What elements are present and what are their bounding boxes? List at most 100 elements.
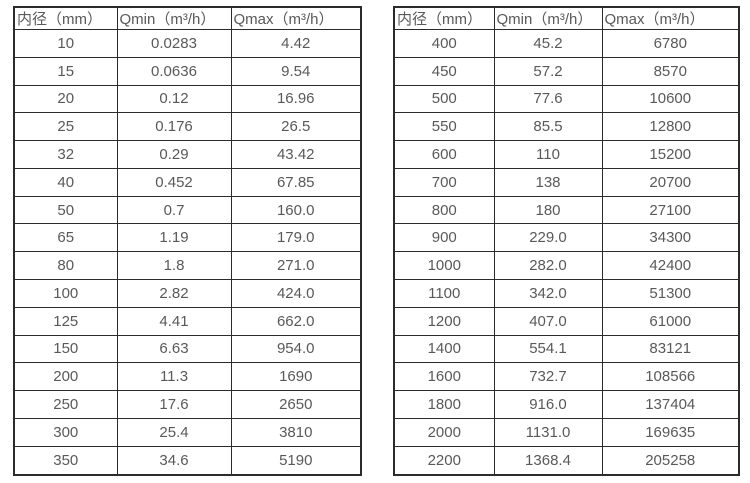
header-cell: 内径（mm）	[393, 6, 495, 30]
table-cell: 138	[493, 167, 603, 197]
table-row: 1100 342.0 51300	[393, 279, 740, 308]
table-cell: 0.452	[116, 167, 232, 197]
table-cell: 500	[393, 84, 495, 114]
table-cell: 34.6	[116, 445, 232, 476]
table-cell: 4.41	[116, 306, 232, 336]
table-cell: 2000	[393, 417, 495, 447]
flow-spec-table-small-diameters: 内径（mm） Qmin（m³/h） Qmax（m³/h） 10 0.0283 4.42 15…	[13, 6, 362, 476]
table-cell: 1400	[393, 334, 495, 364]
table-cell: 1000	[393, 251, 495, 281]
table-cell: 67.85	[230, 167, 362, 197]
table-row: 2000 1131.0 169635	[393, 417, 740, 447]
table-cell: 80	[13, 251, 118, 281]
table-cell: 100	[13, 279, 118, 308]
table-row: 600 110 15200	[393, 140, 740, 169]
table-cell: 0.7	[116, 195, 232, 225]
table-row: 800 180 27100	[393, 195, 740, 225]
table-cell: 1131.0	[493, 417, 603, 447]
table-cell: 1200	[393, 306, 495, 336]
table-row: 125 4.41 662.0	[13, 306, 362, 336]
table-cell: 50	[13, 195, 118, 225]
table-row: 450 57.2 8570	[393, 56, 740, 86]
table-row: 200 11.3 1690	[13, 362, 362, 392]
table-cell: 12800	[601, 112, 740, 142]
table-cell: 1.19	[116, 223, 232, 253]
table-row: 2200 1368.4 205258	[393, 445, 740, 476]
table-cell: 282.0	[493, 251, 603, 281]
table-cell: 110	[493, 140, 603, 169]
table-cell: 6780	[601, 29, 740, 58]
table-cell: 27100	[601, 195, 740, 225]
table-cell: 450	[393, 56, 495, 86]
table-cell: 700	[393, 167, 495, 197]
table-row: 20 0.12 16.96	[13, 84, 362, 114]
table-cell: 65	[13, 223, 118, 253]
table-cell: 179.0	[230, 223, 362, 253]
table-cell: 342.0	[493, 279, 603, 308]
table-cell: 6.63	[116, 334, 232, 364]
table-row: 1800 916.0 137404	[393, 390, 740, 419]
table-cell: 350	[13, 445, 118, 476]
table-cell: 169635	[601, 417, 740, 447]
table-cell: 300	[13, 417, 118, 447]
table-row: 700 138 20700	[393, 167, 740, 197]
table-cell: 34300	[601, 223, 740, 253]
table-cell: 150	[13, 334, 118, 364]
header-cell: 内径（mm）	[13, 6, 118, 30]
table-cell: 0.29	[116, 140, 232, 169]
table-row: 50 0.7 160.0	[13, 195, 362, 225]
table-row: 300 25.4 3810	[13, 417, 362, 447]
table-cell: 42400	[601, 251, 740, 281]
table-row: 80 1.8 271.0	[13, 251, 362, 281]
table-cell: 2200	[393, 445, 495, 476]
table-cell: 954.0	[230, 334, 362, 364]
table-cell: 424.0	[230, 279, 362, 308]
table-cell: 400	[393, 29, 495, 58]
table-cell: 229.0	[493, 223, 603, 253]
table-cell: 916.0	[493, 390, 603, 419]
table-row: 65 1.19 179.0	[13, 223, 362, 253]
table-cell: 20	[13, 84, 118, 114]
table-cell: 407.0	[493, 306, 603, 336]
table-row: 500 77.6 10600	[393, 84, 740, 114]
table-cell: 125	[13, 306, 118, 336]
table-cell: 10600	[601, 84, 740, 114]
table-cell: 4.42	[230, 29, 362, 58]
table-cell: 15	[13, 56, 118, 86]
table-cell: 600	[393, 140, 495, 169]
table-cell: 0.0283	[116, 29, 232, 58]
table-cell: 17.6	[116, 390, 232, 419]
table-cell: 662.0	[230, 306, 362, 336]
header-row: 内径（mm） Qmin（m³/h） Qmax（m³/h）	[13, 6, 362, 30]
table-cell: 85.5	[493, 112, 603, 142]
table-cell: 0.0636	[116, 56, 232, 86]
table-row: 550 85.5 12800	[393, 112, 740, 142]
table-cell: 732.7	[493, 362, 603, 392]
table-row: 250 17.6 2650	[13, 390, 362, 419]
table-cell: 1.8	[116, 251, 232, 281]
table-cell: 1800	[393, 390, 495, 419]
table-cell: 25.4	[116, 417, 232, 447]
table-cell: 200	[13, 362, 118, 392]
header-cell: Qmin（m³/h）	[493, 6, 603, 30]
table-row: 100 2.82 424.0	[13, 279, 362, 308]
table-cell: 43.42	[230, 140, 362, 169]
table-cell: 61000	[601, 306, 740, 336]
table-row: 1600 732.7 108566	[393, 362, 740, 392]
table-cell: 40	[13, 167, 118, 197]
table-cell: 0.12	[116, 84, 232, 114]
header-cell: Qmax（m³/h）	[230, 6, 362, 30]
table-cell: 1600	[393, 362, 495, 392]
table-row: 40 0.452 67.85	[13, 167, 362, 197]
table-cell: 137404	[601, 390, 740, 419]
table-cell: 20700	[601, 167, 740, 197]
table-cell: 51300	[601, 279, 740, 308]
flow-spec-table-large-diameters: 内径（mm） Qmin（m³/h） Qmax（m³/h） 400 45.2 6780 450…	[393, 6, 740, 476]
header-row: 内径（mm） Qmin（m³/h） Qmax（m³/h）	[393, 6, 740, 30]
table-cell: 45.2	[493, 29, 603, 58]
table-cell: 3810	[230, 417, 362, 447]
header-cell: Qmax（m³/h）	[601, 6, 740, 30]
table-cell: 9.54	[230, 56, 362, 86]
table-cell: 271.0	[230, 251, 362, 281]
